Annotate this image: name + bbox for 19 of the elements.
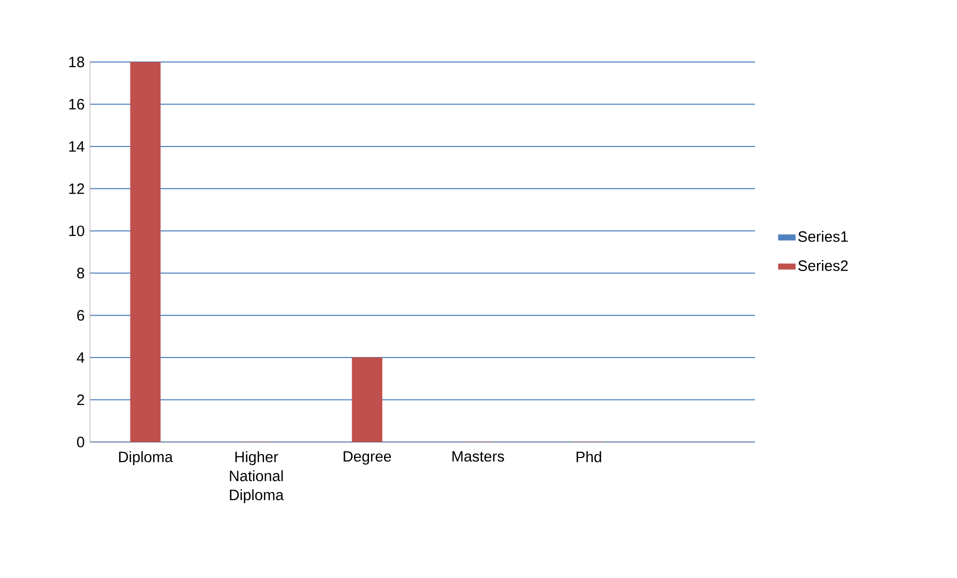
legend-label: Series2 bbox=[798, 260, 848, 272]
x-tick-label: Diploma bbox=[119, 451, 173, 466]
legend-label: Series1 bbox=[798, 230, 848, 242]
x-tick-label: Phd bbox=[576, 451, 602, 462]
y-tick-label: 18 bbox=[69, 56, 84, 68]
x-tick-label: Higher National Diploma bbox=[230, 451, 284, 504]
y-tick-label: 12 bbox=[69, 183, 84, 194]
x-tick-label: Degree bbox=[344, 451, 392, 465]
y-tick-label: 2 bbox=[77, 394, 84, 406]
y-tick-label: 8 bbox=[77, 268, 84, 278]
y-tick-label: 6 bbox=[77, 310, 84, 321]
y-tick-label: 0 bbox=[77, 436, 84, 448]
bar bbox=[130, 62, 161, 442]
x-tick-label: Masters bbox=[452, 451, 504, 462]
y-tick-label: 16 bbox=[69, 98, 84, 110]
bar bbox=[352, 357, 382, 442]
y-tick-label: 4 bbox=[76, 352, 84, 363]
y-tick-label: 14 bbox=[69, 141, 84, 152]
y-tick-label: 10 bbox=[69, 226, 84, 236]
